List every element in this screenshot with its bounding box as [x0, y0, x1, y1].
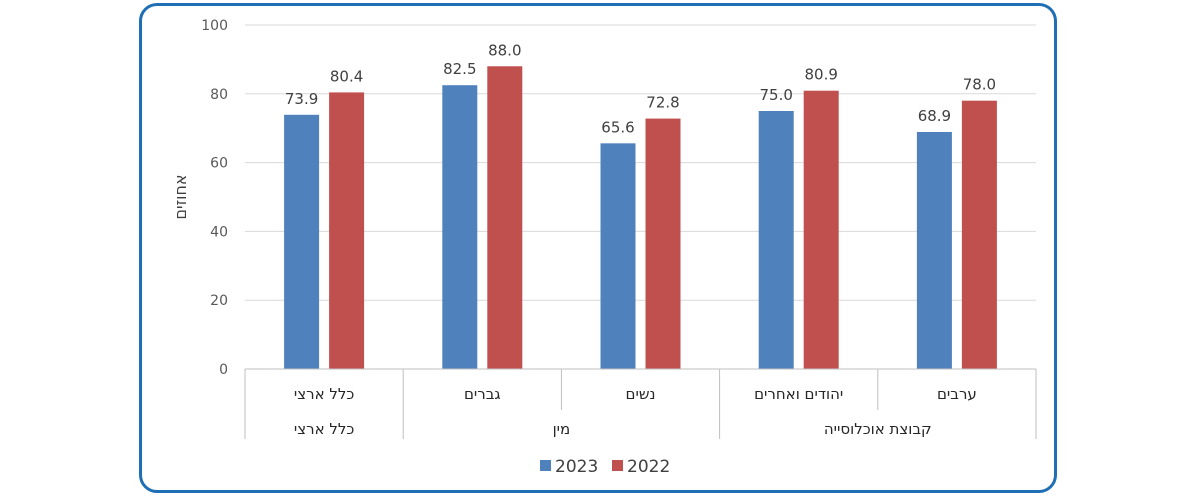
- legend: 2023 2022: [540, 457, 670, 477]
- y-tick-label: 80: [210, 87, 228, 103]
- category-label: ערבים: [937, 385, 977, 403]
- legend-swatch: [540, 460, 551, 471]
- legend-swatch: [612, 460, 623, 471]
- y-tick-label: 40: [210, 224, 228, 240]
- x-axis: ערבים יהודים ואחרים נשים גברים כלל ארצי קבוצת…: [244, 368, 1037, 439]
- group-label: קבוצת אוכלוסייה: [824, 420, 932, 438]
- category-label: נשים: [626, 385, 656, 403]
- bar-2022: [487, 66, 523, 369]
- data-label: 88.0: [488, 41, 521, 59]
- y-tick-label: 0: [219, 362, 228, 378]
- y-tick-label: 60: [210, 156, 228, 172]
- bars: [284, 66, 997, 370]
- bar-2023: [758, 111, 794, 369]
- data-label: 78.0: [963, 76, 996, 94]
- data-label: 72.8: [646, 94, 679, 112]
- data-label: 73.9: [285, 90, 318, 108]
- data-label: 65.6: [601, 118, 634, 136]
- data-label: 82.5: [443, 60, 476, 78]
- group-label: כלל ארצי: [294, 420, 355, 438]
- category-label: גברים: [464, 385, 501, 403]
- legend-label: 2022: [627, 457, 670, 477]
- bar-2023: [600, 143, 636, 369]
- bar-2023: [916, 131, 952, 369]
- data-labels: 68.9 78.0 75.0 80.9 65.6 72.8 82.5 88.0 73.9 80.4: [285, 41, 996, 136]
- y-axis-title: אחוזים: [171, 174, 190, 219]
- bar-2023: [284, 114, 320, 369]
- bar-2022: [803, 90, 839, 369]
- bar-2023: [442, 85, 478, 369]
- data-label: 80.4: [330, 67, 363, 85]
- data-label: 75.0: [759, 86, 792, 104]
- group-label: מין: [553, 420, 571, 438]
- category-label: כלל ארצי: [294, 385, 355, 403]
- bar-2022: [329, 92, 365, 369]
- data-label: 68.9: [918, 107, 951, 125]
- data-label: 80.9: [804, 66, 837, 84]
- bar-2022: [961, 100, 997, 370]
- y-tick-label: 20: [210, 293, 228, 309]
- category-label: יהודים ואחרים: [754, 385, 843, 403]
- y-axis-ticks: 0 20 40 60 80 100: [201, 18, 228, 378]
- legend-label: 2023: [555, 457, 598, 477]
- bar-2022: [645, 118, 681, 370]
- y-tick-label: 100: [201, 18, 228, 34]
